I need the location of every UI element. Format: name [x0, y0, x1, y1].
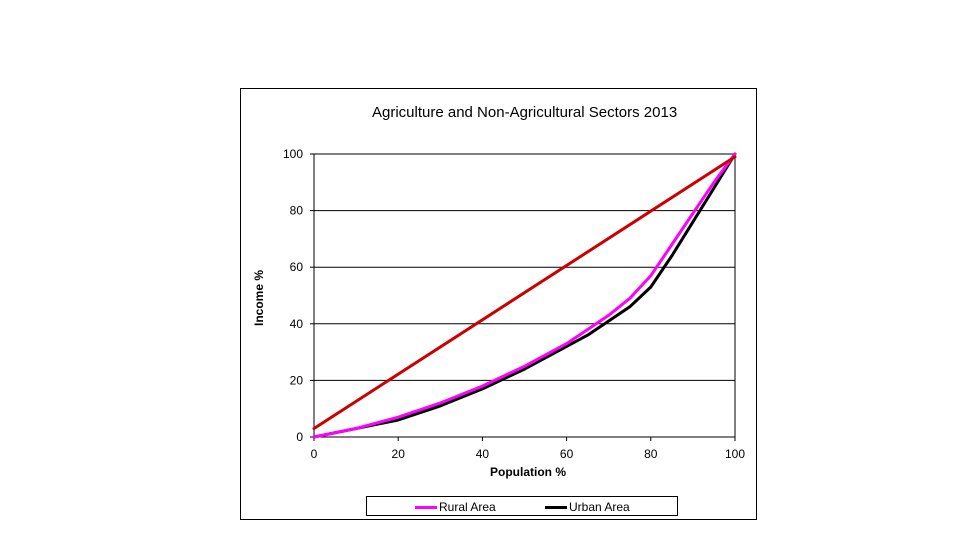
y-tick-label-80: 80	[290, 204, 304, 218]
x-tick-label-80: 80	[644, 447, 658, 461]
legend-item-urban: Urban Area	[545, 499, 630, 515]
x-tick-label-0: 0	[311, 447, 318, 461]
y-tick-label-20: 20	[290, 373, 304, 387]
y-tick-label-40: 40	[290, 317, 304, 331]
series-line-rural-area	[312, 152, 737, 439]
legend-swatch-urban	[545, 505, 567, 509]
legend-item-rural: Rural Area	[415, 499, 496, 515]
legend-label-rural: Rural Area	[439, 500, 496, 514]
series-line-urban-area	[312, 152, 737, 439]
y-tick-label-60: 60	[290, 260, 304, 274]
chart-frame	[240, 88, 757, 520]
chart-title: Agriculture and Non-Agricultural Sectors…	[372, 104, 678, 121]
x-tick-label-40: 40	[476, 447, 490, 461]
y-tick-label-0: 0	[296, 430, 303, 444]
x-tick-label-100: 100	[725, 447, 745, 461]
x-tick-label-20: 20	[392, 447, 406, 461]
x-tick-label-60: 60	[560, 447, 574, 461]
x-axis-label: Population %	[490, 465, 566, 479]
y-tick-label-100: 100	[283, 147, 303, 161]
legend: Rural Area Urban Area	[366, 496, 678, 516]
plot-border	[313, 153, 736, 438]
legend-label-urban: Urban Area	[569, 500, 630, 514]
legend-swatch-rural	[415, 505, 437, 509]
series-line-diagonal	[312, 155, 737, 430]
